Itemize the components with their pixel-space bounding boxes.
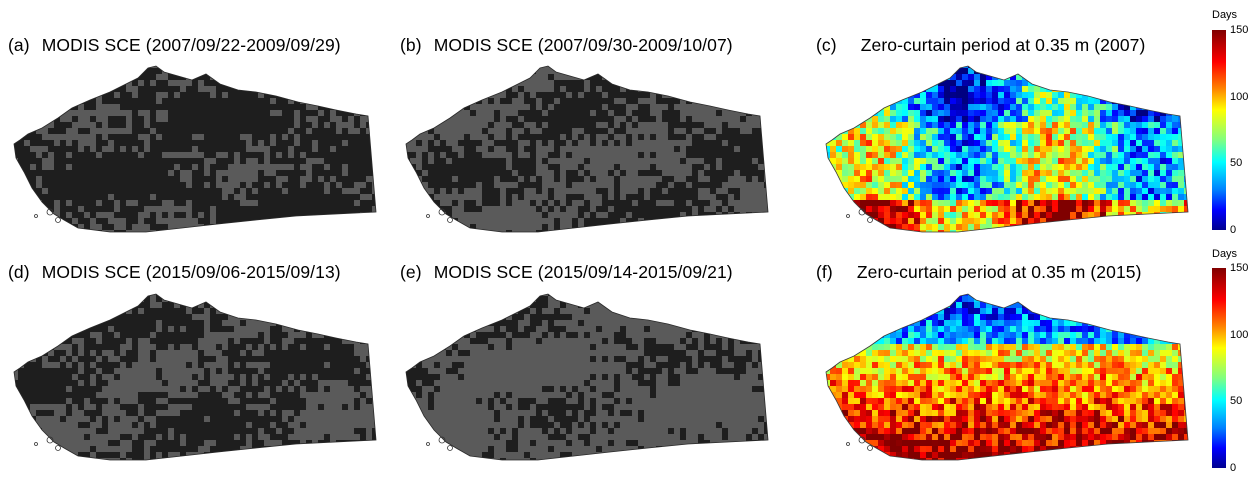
map-f-island (858, 436, 866, 444)
panel-d-heading: MODIS SCE (2015/09/06-2015/09/13) (41, 262, 341, 282)
map-b-island (438, 208, 446, 216)
panel-a-title: (a) MODIS SCE (2007/09/22-2009/09/29) (8, 35, 341, 56)
map-f-island (867, 445, 873, 451)
map-b-island (426, 214, 430, 218)
panel-e-heading: MODIS SCE (2015/09/14-2015/09/21) (433, 262, 733, 282)
panel-f-label: (f) (816, 262, 833, 282)
map-a-island (34, 214, 38, 218)
colorbar-2-unit: Days (1212, 248, 1238, 260)
panel-f-title: (f) Zero-curtain period at 0.35 m (2015) (816, 262, 1142, 283)
map-a-raster (14, 66, 376, 232)
colorbar-1-tick-150: 150 (1230, 24, 1249, 36)
colorbar-2-tick-0: 0 (1230, 462, 1237, 474)
map-f-outline (825, 293, 1189, 461)
map-b-outline (405, 65, 769, 233)
map-c-island (858, 208, 866, 216)
map-c-island (846, 214, 850, 218)
panel-c-heading: Zero-curtain period at 0.35 m (2007) (860, 35, 1146, 55)
map-a-island (46, 208, 54, 216)
panel-b-label: (b) (400, 35, 422, 55)
map-a (13, 65, 377, 233)
map-a-island (55, 217, 61, 223)
map-d-island (46, 436, 54, 444)
map-d-island (34, 442, 38, 446)
map-c-raster (826, 66, 1188, 232)
map-c-outline (825, 65, 1189, 233)
colorbar-2 (1212, 268, 1226, 468)
map-f (825, 293, 1189, 461)
map-d (13, 293, 377, 461)
colorbar-2-tick-100: 100 (1230, 329, 1249, 341)
map-e-island (426, 442, 430, 446)
map-f-island (846, 442, 850, 446)
colorbar-2-tick-150: 150 (1230, 262, 1249, 274)
map-e (405, 293, 769, 461)
map-e-island (438, 436, 446, 444)
panel-c-title: (c) Zero-curtain period at 0.35 m (2007) (816, 35, 1145, 56)
map-e-outline (405, 293, 769, 461)
panel-e-title: (e) MODIS SCE (2015/09/14-2015/09/21) (400, 262, 733, 283)
map-b-island (447, 217, 453, 223)
map-c (825, 65, 1189, 233)
panel-a-heading: MODIS SCE (2007/09/22-2009/09/29) (41, 35, 341, 55)
colorbar-1-tick-0: 0 (1230, 224, 1237, 236)
panel-a-label: (a) (8, 35, 30, 55)
map-d-island (55, 445, 61, 451)
map-e-island (447, 445, 453, 451)
panel-d-title: (d) MODIS SCE (2015/09/06-2015/09/13) (8, 262, 341, 283)
panel-c-label: (c) (816, 35, 837, 55)
colorbar-2-tick-50: 50 (1230, 395, 1243, 407)
panel-f-heading: Zero-curtain period at 0.35 m (2015) (856, 262, 1142, 282)
panel-b-heading: MODIS SCE (2007/09/30-2009/10/07) (433, 35, 733, 55)
colorbar-1-tick-50: 50 (1230, 157, 1243, 169)
colorbar-1 (1212, 30, 1226, 230)
map-a-outline (13, 65, 377, 233)
panel-d-label: (d) (8, 262, 30, 282)
map-d-outline (13, 293, 377, 461)
colorbar-1-tick-100: 100 (1230, 91, 1249, 103)
map-f-raster (826, 294, 1188, 460)
panel-e-label: (e) (400, 262, 422, 282)
map-d-raster (14, 294, 376, 460)
map-b-raster (406, 66, 768, 232)
map-b (405, 65, 769, 233)
map-c-island (867, 217, 873, 223)
map-e-raster (406, 294, 768, 460)
colorbar-1-unit: Days (1212, 9, 1238, 21)
panel-b-title: (b) MODIS SCE (2007/09/30-2009/10/07) (400, 35, 733, 56)
